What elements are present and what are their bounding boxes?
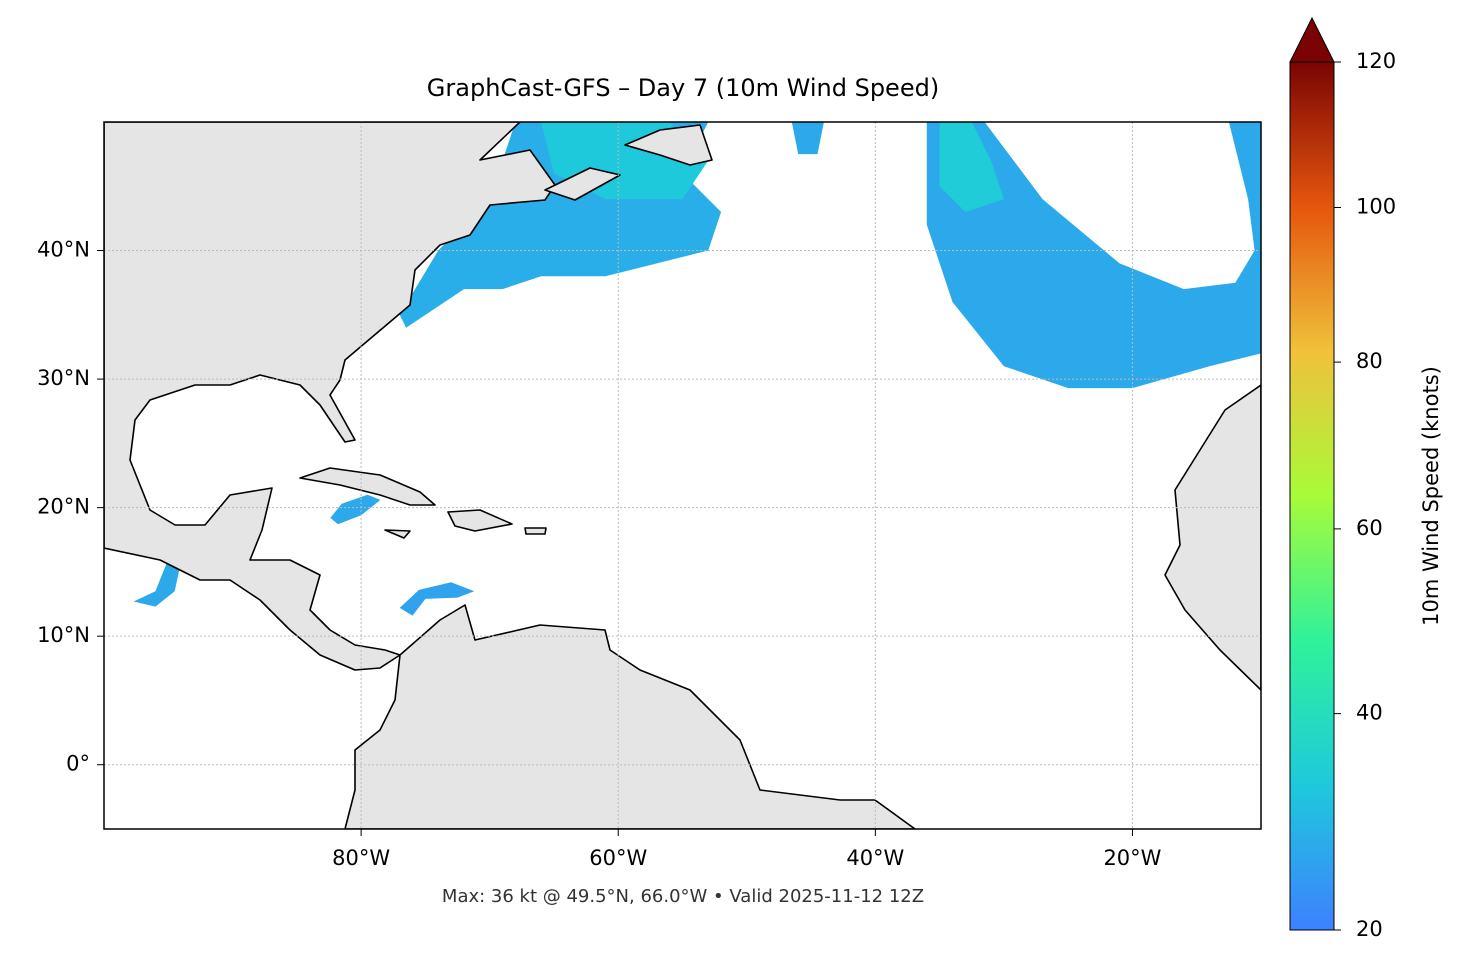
land-layer [104,122,1261,829]
x-tick-label: 60°W [589,846,647,870]
chart-title: GraphCast-GFS – Day 7 (10m Wind Speed) [427,74,939,102]
cuba [299,467,436,506]
y-tick-label: 10°N [37,623,90,647]
colorbar-tick-label: 120 [1356,49,1396,73]
newfoundland [624,124,713,166]
colorbar-tick-label: 40 [1356,701,1383,725]
puerto-rico [524,527,547,535]
colorbar-tick-label: 20 [1356,917,1383,941]
jamaica [384,529,411,539]
wind-area [926,122,1261,389]
y-tick-label: 0° [66,752,90,776]
annotation: Max: 36 kt @ 49.5°N, 66.0°W • Valid 2025… [442,886,924,907]
colorbar-tick-label: 60 [1356,516,1383,540]
africa [1164,384,1261,691]
wind-area [939,122,1004,212]
x-tick-label: 80°W [332,846,390,870]
colorbar-tick-label: 80 [1356,349,1383,373]
grid-layer [104,122,1261,829]
x-tick-label: 20°W [1103,846,1161,870]
colorbar-tick-label: 100 [1356,195,1396,219]
colorbar-label: 10m Wind Speed (knots) [1419,366,1443,626]
y-tick-label: 40°N [37,238,90,262]
colorbar [1289,61,1335,931]
north-america [104,122,556,671]
wind-area [330,494,381,525]
hispaniola [447,509,513,532]
colorbar-extend [1289,16,1335,63]
nova-scotia [544,167,621,201]
y-tick-label: 20°N [37,495,90,519]
wind-area [133,559,182,607]
x-tick-label: 40°W [846,846,904,870]
y-tick-label: 30°N [37,366,90,390]
map-frame [103,121,1262,830]
wind-area [399,582,475,616]
wind-area [791,122,824,155]
